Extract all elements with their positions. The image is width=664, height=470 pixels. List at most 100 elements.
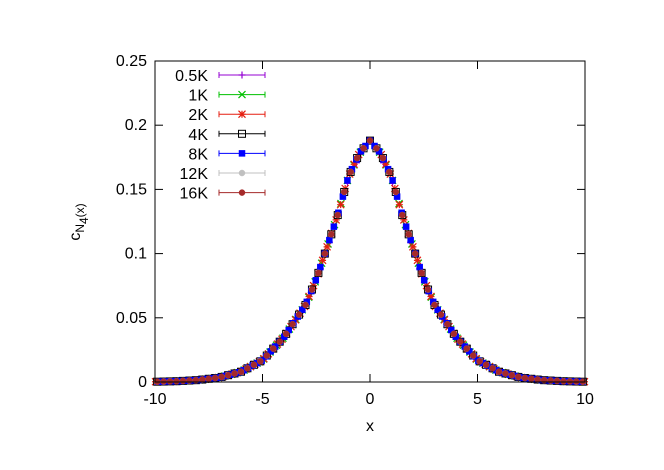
legend-item-8k: 8K (188, 146, 266, 163)
data-point (386, 168, 393, 176)
data-point (340, 188, 348, 196)
data-point (508, 371, 516, 379)
data-point (457, 338, 464, 345)
data-point (276, 338, 283, 345)
y-axis-label-sub: N (73, 224, 87, 233)
y-tick-label: 0.05 (116, 310, 147, 327)
data-point (489, 365, 496, 372)
x-axis-label: x (366, 418, 374, 435)
data-point (237, 368, 245, 375)
legend-label: 1K (188, 88, 208, 105)
data-point (411, 250, 419, 257)
data-point (263, 352, 271, 359)
data-point (321, 250, 329, 257)
y-tick-label: 0.1 (125, 246, 147, 263)
axis-ticks (154, 60, 586, 383)
data-point (456, 337, 465, 346)
data-point (416, 263, 423, 271)
data-point (347, 168, 354, 176)
data-point (291, 315, 300, 324)
data-point (166, 378, 174, 385)
data-point (186, 377, 193, 384)
data-point (360, 145, 367, 152)
data-point (560, 377, 567, 385)
data-point (528, 375, 535, 383)
data-point (407, 236, 414, 244)
data-point (431, 301, 438, 309)
data-point (366, 137, 374, 144)
data-point (482, 361, 490, 369)
y-tick-labels: 0 0.05 0.1 0.15 0.2 0.25 (116, 53, 147, 391)
data-point (411, 249, 420, 258)
legend-marker (238, 90, 246, 99)
legend-label: 2K (188, 107, 208, 124)
data-point (317, 263, 324, 271)
data-point (231, 370, 238, 377)
legend-marker (238, 169, 246, 177)
data-point (275, 337, 284, 346)
data-point (308, 286, 316, 293)
legend-marker (238, 71, 246, 79)
data-point (424, 286, 432, 293)
data-point (173, 377, 180, 385)
plot-frame (154, 60, 586, 383)
data-point (328, 231, 335, 238)
data-point (244, 365, 251, 372)
svg-text:cN4(x): cN4(x) (67, 203, 91, 240)
data-point (270, 345, 277, 352)
data-point (305, 292, 313, 301)
data-point (318, 256, 327, 265)
legend-item-1k: 1K (188, 88, 266, 105)
data-point (302, 301, 309, 309)
data-point (224, 371, 232, 379)
y-axis-label: cN4(x) (67, 203, 91, 240)
y-tick-label: 0 (138, 374, 147, 391)
data-point (326, 236, 333, 244)
data-point (399, 215, 408, 224)
legend-label: 16K (180, 186, 209, 203)
data-point (437, 311, 445, 318)
legend-item-2k: 2K (188, 107, 266, 124)
data-point (315, 269, 322, 277)
data-point (379, 154, 387, 162)
data-point (408, 242, 417, 251)
data-point (450, 330, 458, 338)
data-point (353, 154, 361, 162)
data-point (289, 320, 296, 328)
data-point (413, 256, 422, 265)
data-point (502, 370, 509, 377)
x-tick-labels: -10 -5 0 5 10 (143, 391, 594, 408)
data-point (320, 249, 329, 258)
legend-marker (238, 129, 246, 138)
data-point (218, 373, 225, 381)
data-point (392, 188, 400, 196)
data-point (395, 200, 404, 209)
data-point (330, 223, 338, 230)
y-axis-label-main: c (67, 233, 84, 241)
data-point (295, 311, 303, 318)
x-tick-label: 10 (576, 391, 594, 408)
x-tick-label: -10 (143, 391, 166, 408)
legend-label: 0.5K (175, 68, 208, 85)
data-point (405, 231, 412, 238)
y-axis-label-subsub: 4 (77, 217, 91, 224)
data-point (332, 215, 341, 224)
legend-label: 4K (188, 127, 208, 144)
data-point (179, 377, 187, 385)
data-point (515, 373, 522, 381)
data-point (250, 361, 258, 369)
legend-item-12k: 12K (180, 166, 266, 183)
x-tick-label: 0 (366, 391, 375, 408)
data-point (476, 358, 483, 365)
data-point (257, 358, 264, 365)
series-2k-points (151, 150, 589, 386)
data-point (336, 200, 345, 209)
data-point (199, 376, 206, 383)
data-point (553, 377, 561, 385)
legend-marker (238, 150, 246, 157)
legend: 0.5K 1K 2K 4K 8K 12K 16K (175, 68, 266, 203)
legend-marker (238, 189, 246, 196)
legend-marker (238, 110, 246, 119)
data-point (566, 378, 574, 385)
